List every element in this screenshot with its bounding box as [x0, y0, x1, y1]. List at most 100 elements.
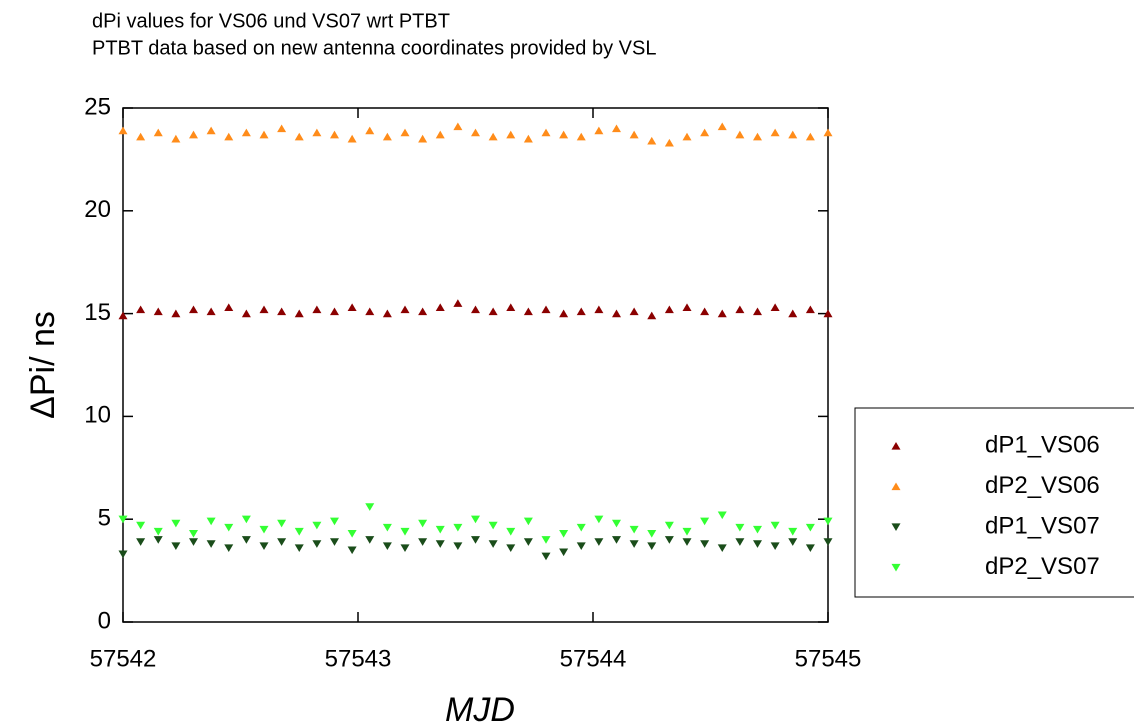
point — [118, 515, 128, 524]
point — [259, 305, 269, 314]
legend-label: dP1_VS07 — [985, 512, 1100, 539]
point — [770, 521, 780, 530]
point — [347, 134, 357, 143]
point — [453, 299, 463, 307]
point — [241, 515, 251, 524]
point — [753, 132, 762, 141]
point — [171, 519, 181, 528]
point — [753, 307, 762, 316]
point — [506, 544, 516, 553]
point — [805, 523, 815, 532]
point — [717, 309, 727, 318]
point — [418, 307, 428, 316]
point — [753, 540, 762, 548]
point — [612, 124, 621, 133]
point — [594, 515, 604, 524]
point — [347, 529, 357, 538]
point — [118, 126, 128, 135]
point — [347, 546, 357, 555]
chart-subtitle: PTBT data based on new antenna coordinat… — [92, 37, 656, 59]
point — [612, 519, 621, 528]
y-tick-label: 5 — [98, 505, 111, 532]
point — [206, 540, 216, 548]
point — [365, 503, 375, 511]
point — [541, 128, 551, 137]
point — [629, 525, 639, 534]
y-tick-label: 20 — [84, 196, 111, 223]
point — [259, 525, 269, 534]
point — [189, 130, 198, 139]
point — [770, 128, 780, 137]
point — [559, 529, 569, 538]
point — [559, 309, 569, 318]
point — [312, 540, 322, 548]
point — [629, 130, 639, 139]
point — [488, 307, 498, 316]
point — [700, 307, 710, 316]
point — [559, 548, 569, 557]
point — [365, 126, 375, 135]
point — [541, 305, 551, 314]
legend-label: dP2_VS07 — [985, 553, 1100, 580]
point — [594, 305, 604, 314]
point — [647, 529, 657, 538]
point — [717, 544, 727, 553]
legend-label: dP2_VS06 — [985, 472, 1100, 499]
legend-marker — [891, 563, 901, 572]
point — [805, 132, 815, 141]
point — [118, 311, 128, 320]
point — [576, 132, 586, 141]
point — [400, 305, 410, 314]
point — [805, 544, 815, 553]
point — [189, 538, 198, 546]
point — [664, 521, 674, 530]
point — [735, 130, 745, 139]
point — [576, 542, 586, 550]
point — [629, 540, 639, 548]
point — [189, 305, 198, 314]
point — [453, 542, 463, 550]
point — [171, 542, 181, 550]
point — [823, 128, 833, 137]
point — [312, 305, 322, 314]
point — [435, 130, 445, 139]
point — [435, 303, 445, 312]
point — [294, 132, 304, 141]
point — [153, 527, 163, 536]
point — [647, 311, 657, 320]
point — [647, 136, 657, 145]
x-tick-label: 57545 — [795, 645, 862, 672]
point — [136, 132, 146, 141]
point — [471, 515, 480, 524]
point — [594, 538, 604, 546]
point — [682, 132, 692, 141]
point — [136, 538, 146, 546]
point — [735, 523, 745, 532]
point — [664, 138, 674, 147]
point — [382, 132, 392, 141]
point — [418, 519, 428, 528]
point — [382, 542, 392, 550]
point — [805, 305, 815, 314]
point — [224, 523, 234, 532]
point — [594, 126, 604, 135]
point — [629, 307, 639, 316]
legend-marker — [891, 441, 901, 450]
point — [735, 305, 745, 314]
point — [488, 521, 498, 530]
point — [506, 303, 516, 312]
point — [612, 309, 621, 318]
point — [523, 517, 533, 526]
point — [118, 550, 128, 559]
point — [206, 126, 216, 135]
y-tick-label: 15 — [84, 299, 111, 326]
point — [330, 517, 339, 526]
point — [788, 538, 798, 546]
point — [471, 536, 480, 544]
plot-frame — [122, 107, 829, 623]
point — [664, 536, 674, 544]
point — [664, 305, 674, 314]
point — [700, 540, 710, 548]
